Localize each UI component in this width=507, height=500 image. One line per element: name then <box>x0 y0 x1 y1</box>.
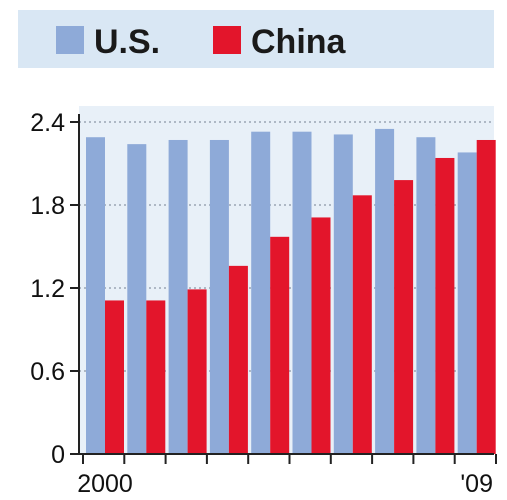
bar-us-2006 <box>333 134 353 454</box>
x-tick-labels: 2000 '09 <box>77 470 493 498</box>
y-tick-label-0: 0 <box>51 441 65 469</box>
x-tick-label-2000: 2000 <box>77 470 133 498</box>
legend-swatch-china <box>213 26 241 54</box>
bars <box>86 128 496 455</box>
legend-label-china: China <box>251 23 347 61</box>
bar-us-2005 <box>292 131 312 454</box>
bar-us-2008 <box>416 137 436 454</box>
y-tick-label-3: 1.8 <box>30 192 65 220</box>
y-tick-label-1: 0.6 <box>30 358 65 386</box>
bar-china-2000 <box>105 300 124 454</box>
y-tick-label-2: 1.2 <box>30 275 65 303</box>
bar-china-2006 <box>352 195 372 455</box>
y-tick-labels: 0 0.6 1.2 1.8 2.4 <box>30 109 65 469</box>
bar-china-2001 <box>146 300 166 454</box>
bar-china-2002 <box>187 289 207 454</box>
bar-china-2005 <box>311 217 331 454</box>
bar-us-2002 <box>168 139 188 454</box>
bar-us-2001 <box>127 144 147 454</box>
legend-swatch-us <box>56 26 84 54</box>
bar-us-2000 <box>86 137 105 454</box>
bar-us-2003 <box>209 139 229 454</box>
bar-china-2007 <box>394 180 414 454</box>
axes <box>70 114 497 464</box>
bar-china-2009 <box>476 139 496 454</box>
bar-us-2009 <box>457 152 477 454</box>
bar-china-2004 <box>270 236 290 454</box>
bar-china-2008 <box>435 157 455 454</box>
x-tick-label-2009: '09 <box>460 470 493 498</box>
y-tick-label-4: 2.4 <box>30 109 65 137</box>
bar-us-2004 <box>251 131 271 454</box>
bar-us-2007 <box>375 128 395 454</box>
bar-china-2003 <box>228 265 248 454</box>
legend-label-us: U.S. <box>94 23 160 61</box>
legend-background <box>18 10 494 68</box>
